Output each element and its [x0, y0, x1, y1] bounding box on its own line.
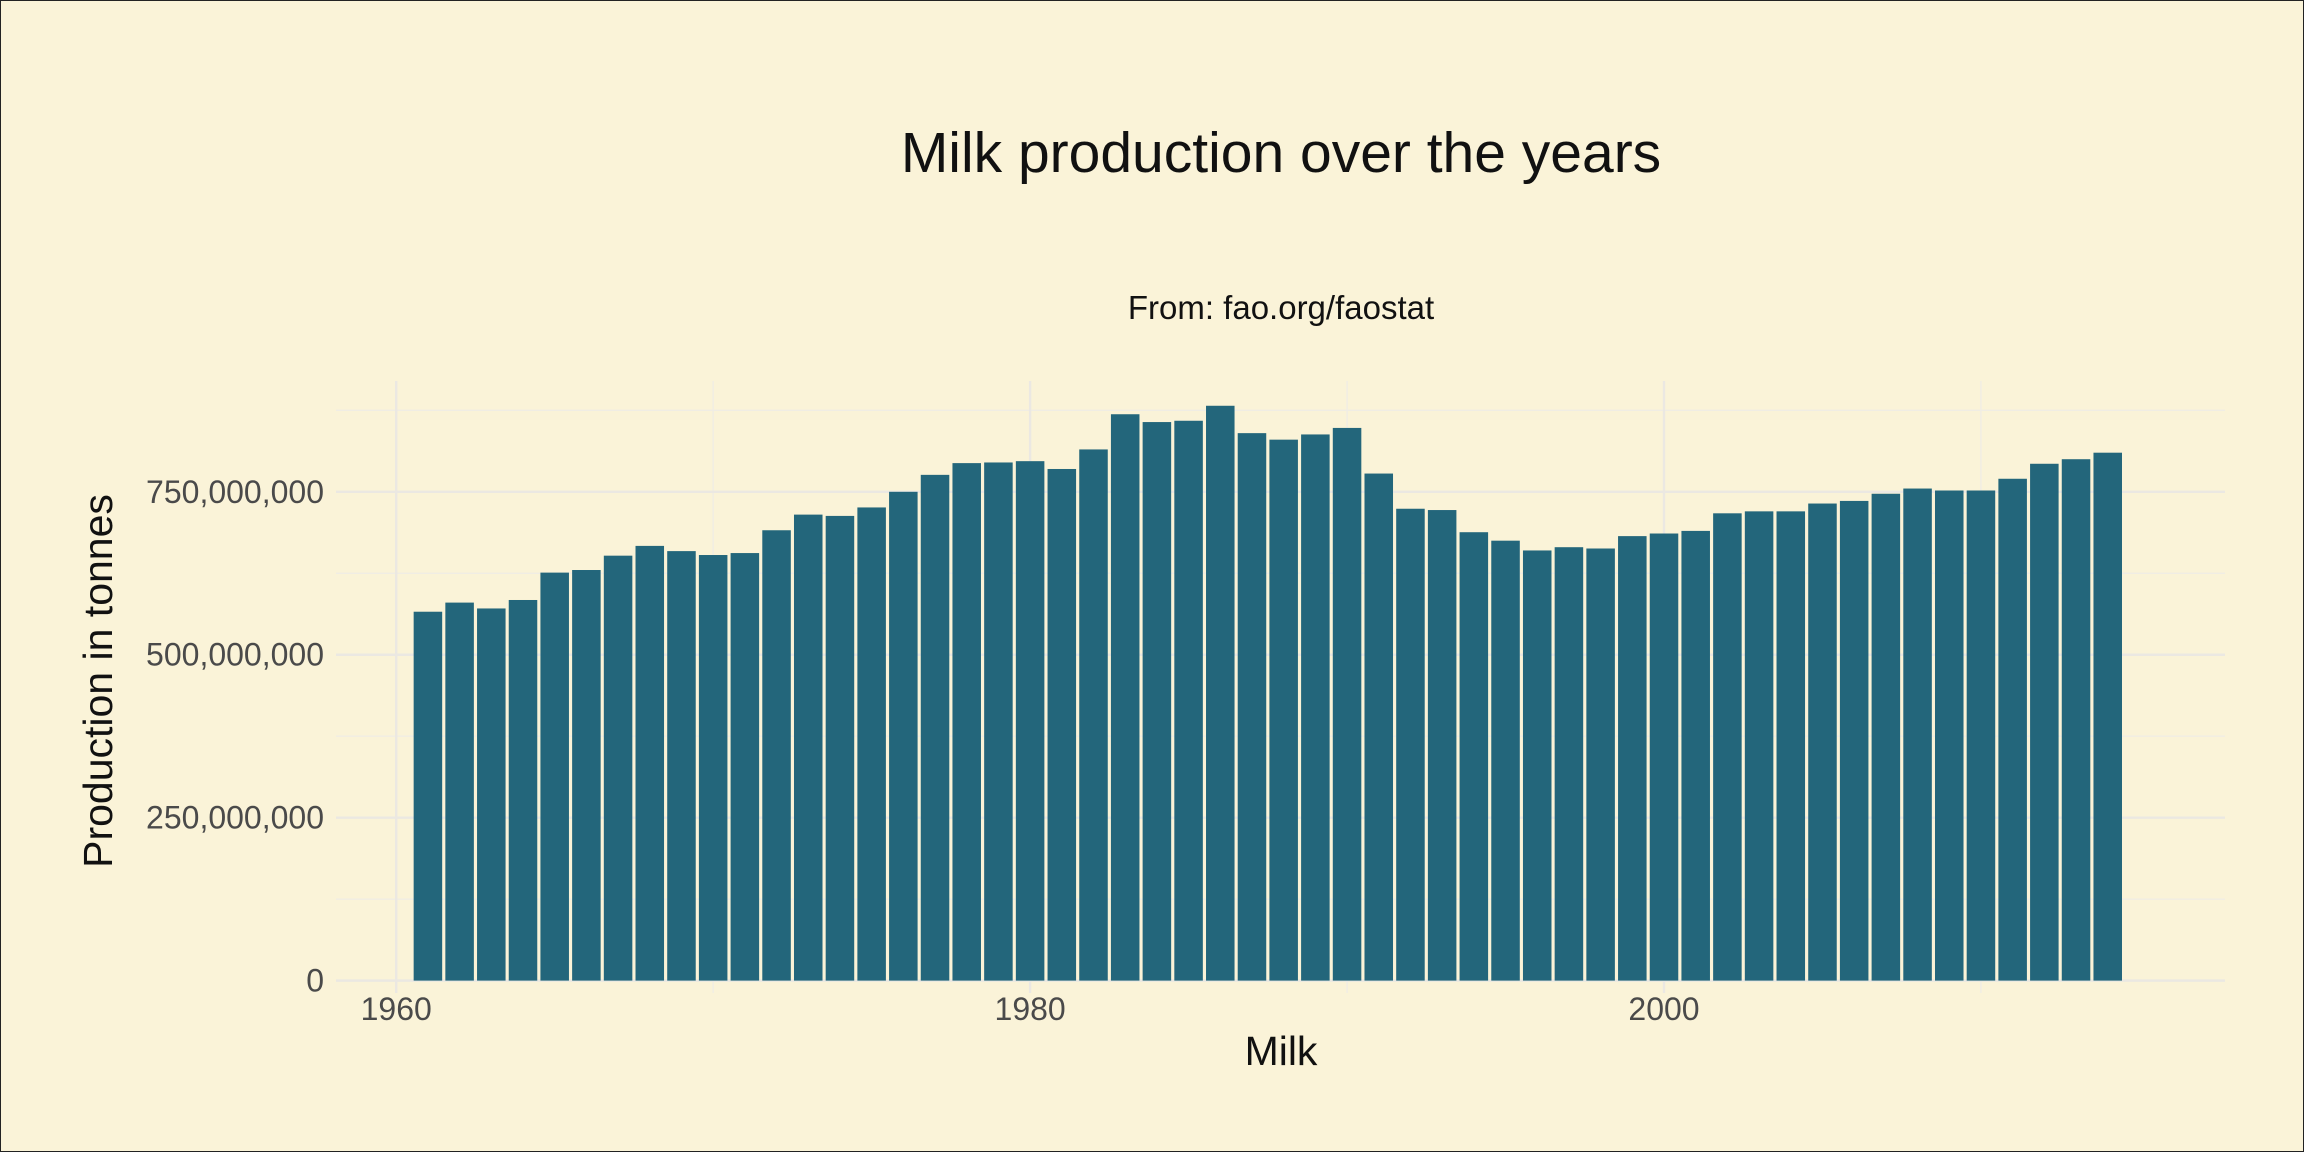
bar-1981	[1047, 468, 1077, 981]
bar-1985	[1174, 420, 1203, 981]
bar-1962	[445, 602, 474, 981]
bar-1992	[1396, 508, 1425, 981]
bar-1986	[1206, 405, 1235, 981]
chart-subtitle: From: fao.org/faostat	[1128, 289, 1434, 326]
bar-1969	[667, 551, 696, 981]
bar-1984	[1142, 422, 1172, 981]
bar-1972	[762, 530, 791, 981]
bar-1980	[1015, 461, 1045, 981]
bar-2005	[1808, 503, 1837, 981]
bar-2012	[2030, 463, 2059, 981]
bar-1961	[413, 611, 443, 981]
bars	[413, 405, 2122, 981]
bar-1975	[857, 507, 886, 981]
bar-1963	[477, 608, 506, 981]
bar-2002	[1713, 513, 1742, 981]
bar-2010	[1966, 490, 1996, 981]
bar-1989	[1301, 434, 1330, 981]
bar-1965	[540, 572, 569, 981]
x-tick-label: 1960	[361, 991, 432, 1027]
bar-2014	[2093, 452, 2122, 981]
y-tick-label: 750,000,000	[146, 474, 324, 510]
y-axis-label: Production in tonnes	[75, 494, 121, 868]
x-axis-label: Milk	[1245, 1028, 1318, 1074]
bar-1987	[1237, 433, 1267, 981]
bar-1996	[1522, 550, 1552, 981]
bar-2004	[1776, 511, 1806, 981]
bar-1999	[1618, 536, 1647, 981]
bar-1976	[889, 491, 918, 981]
bar-2003	[1744, 511, 1774, 981]
bar-1982	[1079, 449, 1108, 981]
bar-2009	[1934, 490, 1964, 981]
bar-1979	[984, 462, 1013, 981]
x-tick-label: 1980	[995, 991, 1066, 1027]
y-tick-label: 250,000,000	[146, 800, 324, 836]
bar-2011	[1998, 478, 2027, 981]
bar-1970	[698, 555, 728, 981]
y-axis-ticks: 0 250,000,000 500,000,000 750,000,000	[146, 474, 324, 999]
bar-1998	[1586, 548, 1615, 981]
bar-2001	[1681, 530, 1710, 981]
chart-title: Milk production over the years	[901, 121, 1661, 185]
bar-2000	[1649, 533, 1679, 981]
y-tick-label: 0	[306, 963, 324, 999]
x-tick-label: 2000	[1628, 991, 1699, 1027]
bar-1995	[1491, 540, 1520, 981]
bar-2007	[1871, 493, 1901, 981]
bar-1993	[1427, 510, 1457, 981]
bar-1994	[1459, 532, 1489, 981]
bar-1968	[635, 545, 665, 981]
bar-1971	[730, 553, 760, 981]
bar-1964	[508, 599, 538, 981]
bar-1978	[952, 463, 981, 981]
bar-1990	[1332, 427, 1362, 981]
bar-1988	[1269, 439, 1298, 981]
bar-1973	[793, 514, 823, 981]
bar-2008	[1903, 488, 1932, 981]
bar-1977	[920, 474, 950, 981]
bar-2006	[1839, 500, 1869, 981]
bar-2013	[2061, 459, 2091, 981]
bar-1997	[1554, 547, 1584, 981]
bar-1974	[825, 515, 855, 981]
y-tick-label: 500,000,000	[146, 637, 324, 673]
bar-1983	[1110, 414, 1140, 981]
bar-1991	[1364, 473, 1394, 981]
x-axis-ticks: 1960 1980 2000	[361, 991, 1700, 1027]
bar-1966	[572, 570, 601, 981]
bar-1967	[603, 555, 633, 981]
